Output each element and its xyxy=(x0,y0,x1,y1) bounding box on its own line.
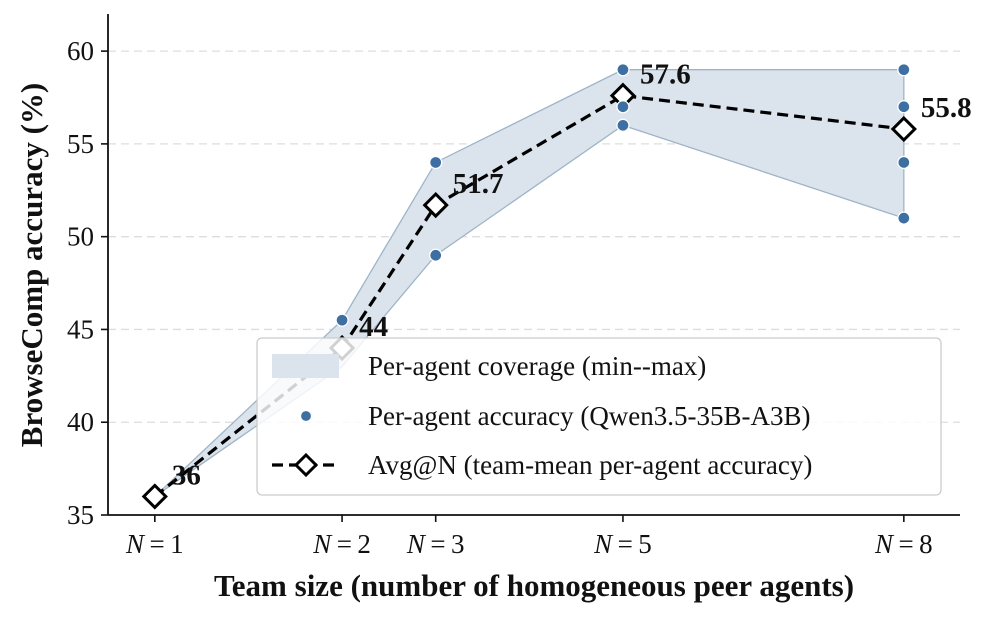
avg-data-label: 55.8 xyxy=(921,92,972,124)
legend-label: Avg@N (team-mean per-agent accuracy) xyxy=(368,450,812,480)
legend-swatch-point xyxy=(299,409,313,423)
x-tick-label: N = 2 xyxy=(312,529,371,559)
avg-data-label: 36 xyxy=(172,459,201,491)
per-agent-point xyxy=(897,63,911,77)
y-tick-label: 40 xyxy=(67,407,94,437)
per-agent-point xyxy=(897,155,911,170)
per-agent-point xyxy=(429,248,443,262)
axes: 35 40 45 50 55 60 N = 1 N = 2 N = 3 N = 5 N = 8 xyxy=(67,14,960,559)
avg-data-label: 51.7 xyxy=(453,168,504,200)
y-tick-label: 60 xyxy=(67,36,94,66)
avg-data-label: 57.6 xyxy=(640,59,691,91)
y-axis-title: BrowseComp accuracy (%) xyxy=(14,83,49,447)
x-tick-label: N = 3 xyxy=(406,529,465,559)
legend-swatch-band xyxy=(272,354,339,378)
avg-marker xyxy=(141,483,168,510)
legend: Per-agent coverage (min--max) Per-agent a… xyxy=(256,337,942,496)
y-tick-label: 55 xyxy=(67,129,94,159)
legend-swatch-diamond xyxy=(293,452,319,478)
x-tick-label: N = 5 xyxy=(593,529,652,559)
x-tick-label: N = 1 xyxy=(125,529,184,559)
per-agent-points-layer xyxy=(335,63,911,327)
avg-marker xyxy=(422,192,449,219)
y-tick-label: 50 xyxy=(67,222,94,252)
per-agent-point xyxy=(616,63,630,77)
per-agent-point xyxy=(429,155,443,170)
legend-box xyxy=(256,337,942,496)
x-axis-title: Team size (number of homogeneous peer ag… xyxy=(214,568,854,603)
avg-marker xyxy=(890,115,917,143)
y-tick-label: 45 xyxy=(67,314,94,344)
x-tick-label: N = 8 xyxy=(874,529,933,559)
coverage-band xyxy=(154,69,905,497)
legend-label: Per-agent accuracy (Qwen3.5-35B-A3B) xyxy=(368,401,811,431)
legend-label: Per-agent coverage (min--max) xyxy=(368,351,706,381)
per-agent-point xyxy=(897,211,911,225)
per-agent-point xyxy=(335,313,349,327)
y-tick-label: 35 xyxy=(67,500,94,530)
per-agent-point xyxy=(897,100,911,114)
per-agent-point xyxy=(616,118,630,132)
per-agent-point xyxy=(616,100,630,114)
coverage-band-layer xyxy=(154,69,905,497)
